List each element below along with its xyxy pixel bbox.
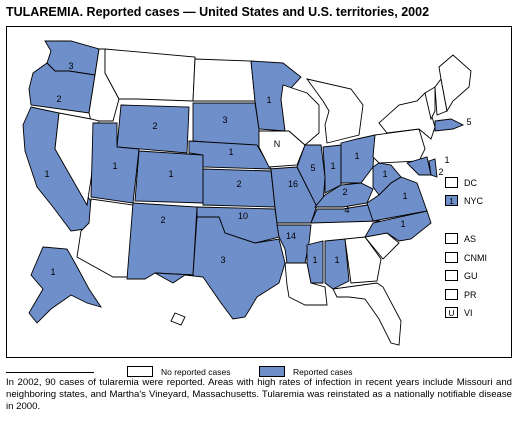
state-wy bbox=[116, 104, 190, 154]
side-box-label: NYC bbox=[464, 195, 484, 206]
side-box-label: VI bbox=[464, 307, 473, 318]
state-hi bbox=[170, 312, 186, 326]
state-ut-cases-label: 1 bbox=[112, 161, 117, 171]
side-box-dc: DC bbox=[445, 177, 477, 188]
side-box-label: PR bbox=[464, 289, 477, 300]
state-ks-cases-label: 2 bbox=[236, 179, 241, 189]
side-box-gu: GU bbox=[445, 270, 478, 281]
state-nd bbox=[192, 58, 256, 102]
state-oh-cases-label: 1 bbox=[354, 151, 359, 161]
side-box-label: CNMI bbox=[464, 252, 487, 263]
state-ak-cases-label: 1 bbox=[50, 267, 55, 277]
state-ca-cases-label: 1 bbox=[44, 169, 49, 179]
state-tx bbox=[154, 216, 286, 320]
side-box-cnmi: CNMI bbox=[445, 252, 487, 263]
legend-label: No reported cases bbox=[161, 366, 231, 377]
state-nc-cases-label: 1 bbox=[400, 219, 405, 229]
state-mt bbox=[104, 48, 196, 102]
state-nc bbox=[364, 210, 432, 242]
side-box-label: GU bbox=[464, 270, 478, 281]
caption-rule bbox=[6, 372, 94, 373]
side-box-vi: U VI bbox=[445, 307, 473, 318]
state-in bbox=[322, 144, 342, 194]
side-box-marker bbox=[445, 233, 458, 244]
legend-no-reported: No reported cases bbox=[127, 366, 230, 377]
state-al-cases-label: 1 bbox=[334, 255, 339, 265]
state-ms bbox=[306, 240, 324, 284]
side-box-label: AS bbox=[464, 233, 477, 244]
state-ga bbox=[344, 236, 382, 284]
state-nv bbox=[54, 112, 100, 207]
state-wv-cases-label: 1 bbox=[382, 169, 387, 179]
state-al bbox=[324, 238, 350, 290]
state-wa-cases-label: 3 bbox=[68, 61, 73, 71]
state-mi bbox=[305, 78, 364, 144]
state-sd bbox=[192, 102, 260, 148]
state-tx-cases-label: 3 bbox=[220, 255, 225, 265]
side-box-marker bbox=[445, 252, 458, 263]
state-ia-cases-label: N bbox=[274, 139, 281, 149]
state-ak bbox=[28, 246, 103, 324]
state-il-cases-label: 5 bbox=[310, 163, 315, 173]
map-title: TULAREMIA. Reported cases — United State… bbox=[6, 5, 430, 19]
state-in-cases-label: 1 bbox=[330, 161, 335, 171]
state-or-cases-label: 2 bbox=[56, 94, 61, 104]
caption: In 2002, 90 cases of tularemia were repo… bbox=[6, 377, 512, 412]
side-box-nyc: 1 NYC bbox=[445, 195, 483, 206]
state-me bbox=[438, 54, 472, 113]
side-box-as: AS bbox=[445, 233, 476, 244]
side-box-label: DC bbox=[464, 177, 477, 188]
state-ne bbox=[188, 140, 272, 170]
legend-swatch bbox=[259, 366, 285, 377]
side-box-pr: PR bbox=[445, 289, 477, 300]
state-mo-cases-label: 16 bbox=[288, 179, 298, 189]
state-ma-cases-label: 5 bbox=[466, 117, 471, 127]
side-box-marker: 1 bbox=[445, 195, 458, 206]
side-box-marker bbox=[445, 289, 458, 300]
state-vt bbox=[424, 86, 436, 121]
map-frame: 3 2 1 2 1 1 2 3 1 2 10 3 1 N 16 14 5 1 1 2 4 1 1 1 1 1 5 1 2 1 DC 1 N… bbox=[6, 26, 512, 377]
state-va-cases-label: 1 bbox=[402, 191, 407, 201]
state-tn-cases-label: 4 bbox=[344, 205, 349, 215]
state-fl bbox=[332, 282, 402, 346]
state-ky bbox=[314, 182, 374, 208]
state-pa bbox=[372, 128, 426, 164]
legend-swatch bbox=[127, 366, 153, 377]
state-ok-cases-label: 10 bbox=[238, 211, 248, 221]
state-md-cases-label: 1 bbox=[444, 155, 449, 165]
state-ma bbox=[434, 118, 465, 132]
state-ne-cases-label: 1 bbox=[228, 147, 233, 157]
legend-label: Reported cases bbox=[293, 366, 353, 377]
state-de-cases-label: 2 bbox=[438, 167, 443, 177]
state-mn-cases-label: 1 bbox=[266, 95, 271, 105]
state-ky-cases-label: 2 bbox=[342, 187, 347, 197]
side-box-marker bbox=[445, 270, 458, 281]
state-sd-cases-label: 3 bbox=[222, 115, 227, 125]
state-ut bbox=[90, 122, 140, 204]
state-wy-cases-label: 2 bbox=[152, 121, 157, 131]
legend-reported: Reported cases bbox=[259, 366, 353, 377]
state-nm-cases-label: 2 bbox=[160, 215, 165, 225]
state-ms-cases-label: 1 bbox=[312, 255, 317, 265]
state-ar-cases-label: 14 bbox=[286, 231, 296, 241]
side-box-marker: U bbox=[445, 307, 458, 318]
state-de bbox=[428, 158, 438, 178]
side-box-marker bbox=[445, 177, 458, 188]
state-co-cases-label: 1 bbox=[168, 169, 173, 179]
